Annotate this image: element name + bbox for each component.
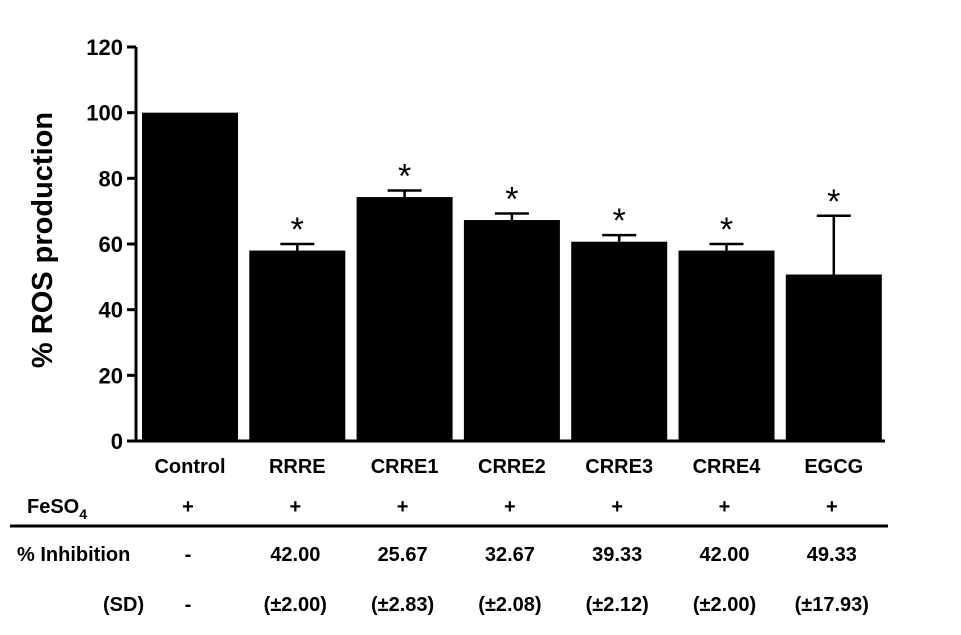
table-cell: + <box>182 496 194 518</box>
y-tick-label: 60 <box>99 232 123 257</box>
bars <box>142 112 882 442</box>
subscript: 4 <box>79 506 87 522</box>
table-row-label: (SD) <box>103 594 144 616</box>
significance-star: * <box>398 157 411 195</box>
x-tick-label: CRRE4 <box>693 456 762 478</box>
table-cell: 49.33 <box>807 544 857 566</box>
table-cell: + <box>611 496 623 518</box>
table-cell: 25.67 <box>378 544 428 566</box>
table-cell: 42.00 <box>699 544 749 566</box>
error-bars <box>280 189 851 275</box>
significance-marks: * * * * * * <box>291 157 841 249</box>
y-tick-label: 40 <box>99 298 123 323</box>
table-cell: + <box>719 496 731 518</box>
x-tick-label: RRRE <box>269 456 326 478</box>
x-tick-labels: Control RRRE CRRE1 CRRE2 CRRE3 CRRE4 EGCG <box>154 456 863 478</box>
table-row-label: FeSO4 <box>27 496 87 522</box>
significance-star: * <box>505 180 518 218</box>
significance-star: * <box>720 211 733 249</box>
table-cell: (±2.08) <box>478 594 541 616</box>
significance-star: * <box>291 211 304 249</box>
y-tick-label: 0 <box>111 429 123 454</box>
y-ticks: 0 20 40 60 80 100 120 <box>86 35 136 454</box>
bar-rrre <box>249 250 346 441</box>
y-tick-label: 20 <box>99 363 123 388</box>
y-axis-label: % ROS production <box>27 112 59 368</box>
table-cell: (±2.12) <box>586 594 649 616</box>
bar-egcg <box>785 274 882 441</box>
x-tick-label: EGCG <box>804 456 863 478</box>
x-tick-label: CRRE1 <box>371 456 439 478</box>
table-cell: - <box>185 544 192 566</box>
table-cell: (±2.83) <box>371 594 434 616</box>
significance-star: * <box>613 202 626 240</box>
table-cell: - <box>185 594 192 616</box>
x-tick-label: CRRE3 <box>585 456 653 478</box>
table-cell: + <box>504 496 516 518</box>
table-cell: (±2.00) <box>693 594 756 616</box>
bar-crre4 <box>678 250 775 441</box>
data-table: FeSO4 + + + + + + + % Inhibition - 42.00 25.67 32.67… <box>10 496 888 616</box>
bar-crre3 <box>571 241 668 441</box>
table-cell: (±2.00) <box>264 594 327 616</box>
y-tick-label: 120 <box>86 35 123 60</box>
table-cell: + <box>289 496 301 518</box>
significance-star: * <box>827 183 840 221</box>
y-tick-label: 80 <box>99 166 123 191</box>
x-tick-label: CRRE2 <box>478 456 546 478</box>
table-cell: + <box>397 496 409 518</box>
table-row-label: % Inhibition <box>17 544 130 566</box>
table-cell: + <box>826 496 838 518</box>
table-cell: (±17.93) <box>795 594 869 616</box>
bar-control <box>142 112 238 442</box>
table-cell: 42.00 <box>270 544 320 566</box>
x-tick-label: Control <box>154 456 225 478</box>
y-tick-label: 100 <box>86 101 123 126</box>
bar-crre2 <box>463 220 560 441</box>
table-cell: 32.67 <box>485 544 535 566</box>
table-cell: 39.33 <box>592 544 642 566</box>
bar-crre1 <box>356 197 453 441</box>
